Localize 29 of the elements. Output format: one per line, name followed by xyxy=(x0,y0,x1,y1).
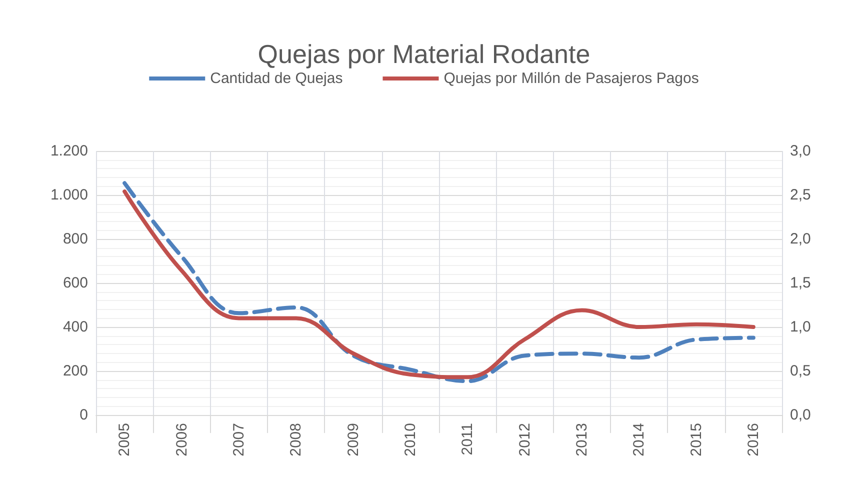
legend-label: Quejas por Millón de Pasajeros Pagos xyxy=(444,70,699,87)
x-tick-label: 2009 xyxy=(344,423,362,456)
x-tick-label: 2015 xyxy=(688,423,705,456)
y2-tick-label: 1,0 xyxy=(790,318,811,336)
x-tick-label: 2014 xyxy=(630,423,648,456)
y-tick-label: 0 xyxy=(80,406,88,424)
y2-tick-label: 1,5 xyxy=(790,274,811,292)
x-tick-label: 2016 xyxy=(744,423,762,456)
x-tick-label: 2012 xyxy=(516,423,534,456)
x-tick-label: 2006 xyxy=(173,423,190,456)
y-tick-label: 1.000 xyxy=(50,186,88,204)
chart-title: Quejas por Material Rodante xyxy=(258,39,590,69)
y-tick-label: 1.200 xyxy=(50,142,88,160)
y2-tick-label: 2,5 xyxy=(790,186,811,204)
x-tick-label: 2007 xyxy=(230,423,248,456)
x-tick-label: 2005 xyxy=(116,423,134,456)
x-tick-label: 2010 xyxy=(402,423,419,456)
y2-tick-label: 2,0 xyxy=(790,230,811,248)
x-tick-label: 2013 xyxy=(573,423,590,456)
y2-tick-label: 0,0 xyxy=(790,406,811,424)
x-tick-label: 2011 xyxy=(459,423,476,456)
legend-label: Cantidad de Quejas xyxy=(210,70,343,87)
y-tick-label: 200 xyxy=(62,362,88,380)
y2-tick-label: 3,0 xyxy=(790,142,811,160)
y-tick-label: 400 xyxy=(62,318,88,336)
x-tick-label: 2008 xyxy=(288,423,305,456)
y2-tick-label: 0,5 xyxy=(790,362,811,380)
y-tick-label: 800 xyxy=(62,230,88,248)
y-tick-label: 600 xyxy=(62,274,88,292)
